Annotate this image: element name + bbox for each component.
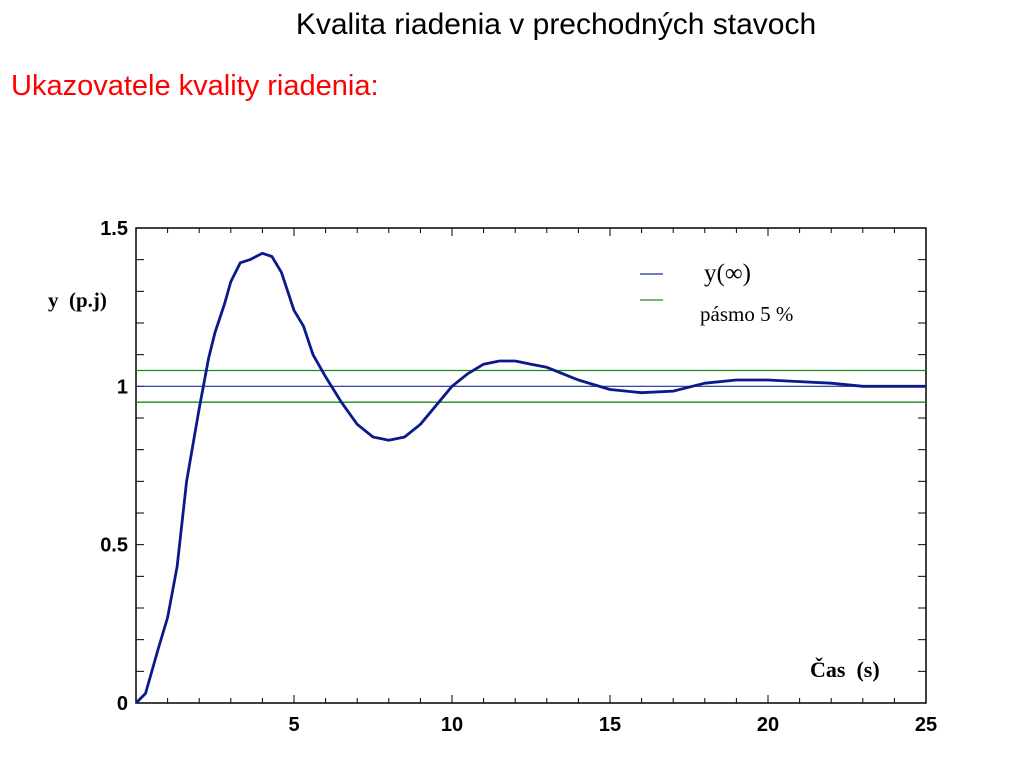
x-tick-label: 10: [441, 714, 463, 736]
legend-label-steady-state: y(∞): [704, 260, 751, 287]
x-tick-label: 5: [288, 714, 299, 736]
y-axis-label: y (p.j): [48, 288, 107, 312]
x-tick-label: 15: [599, 714, 621, 736]
y-tick-label: 1: [117, 376, 128, 398]
y-tick-label: 0.5: [100, 535, 128, 557]
y-tick-label: 1.5: [100, 218, 128, 240]
x-tick-label: 20: [757, 714, 779, 736]
x-tick-label: 25: [915, 714, 937, 736]
response-curve: [135, 251, 926, 704]
slide-subtitle: Ukazovatele kvality riadenia:: [11, 70, 379, 102]
y-tick-label: 0: [117, 693, 128, 715]
slide-title: Kvalita riadenia v prechodných stavoch: [295, 8, 817, 41]
plot-frame: [135, 227, 927, 704]
x-axis-label: Čas (s): [810, 657, 880, 682]
legend-label-band: pásmo 5 %: [700, 302, 793, 326]
